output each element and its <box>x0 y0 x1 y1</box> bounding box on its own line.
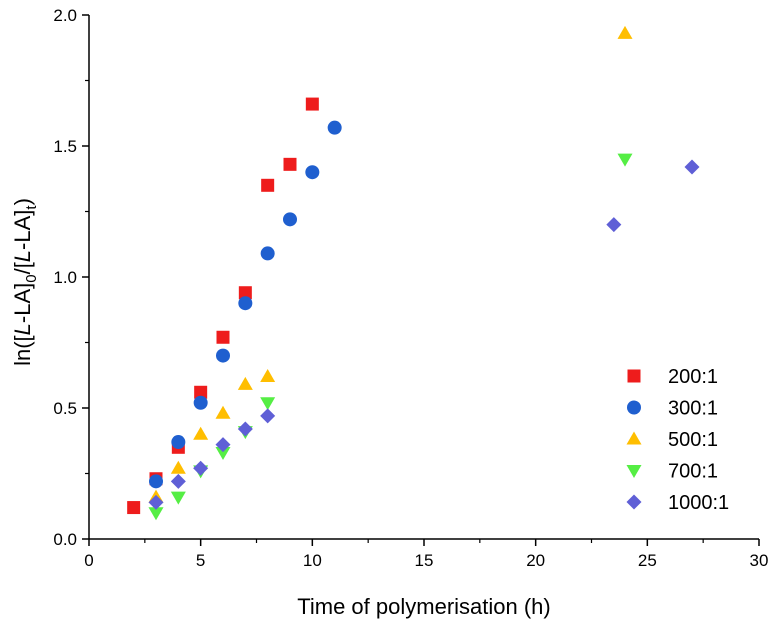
data-point <box>237 376 253 390</box>
series-1000-1 <box>148 159 700 510</box>
data-point <box>127 501 141 515</box>
legend-label: 300:1 <box>668 398 718 420</box>
x-tick-label: 30 <box>750 551 769 570</box>
data-point <box>216 348 230 363</box>
plot-frame <box>88 15 759 540</box>
data-point <box>283 212 297 227</box>
data-point <box>148 507 164 521</box>
legend-item: 200:1 <box>627 366 718 388</box>
data-point <box>260 397 276 411</box>
axis-ticks <box>82 14 760 546</box>
legend-marker <box>626 494 642 510</box>
data-point <box>327 120 342 135</box>
x-tick-label: 20 <box>526 551 545 570</box>
data-point <box>238 286 252 300</box>
legend-label: 1000:1 <box>668 492 729 514</box>
data-point <box>171 435 186 450</box>
data-point <box>606 217 622 233</box>
x-tick-label: 5 <box>196 551 205 570</box>
legend-item: 300:1 <box>627 398 718 420</box>
data-point <box>215 437 231 453</box>
legend-marker <box>626 465 642 478</box>
legend-label: 200:1 <box>668 366 718 388</box>
axis-tick-labels: 0 5 10 15 20 25 30 0.0 0.5 1.0 1.5 2.0 <box>53 6 768 570</box>
data-point <box>617 25 633 39</box>
data-point <box>684 159 700 175</box>
data-point <box>193 460 209 476</box>
data-point <box>260 246 275 261</box>
data-point <box>216 330 230 344</box>
data-point <box>305 165 320 180</box>
y-tick-label: 1.0 <box>53 268 77 287</box>
data-point <box>170 460 186 474</box>
data-point <box>193 395 208 410</box>
data-point <box>215 447 231 461</box>
x-tick-label: 0 <box>84 551 93 570</box>
data-point <box>260 408 276 424</box>
series-500-1 <box>148 25 633 503</box>
data-point <box>260 369 276 383</box>
legend-marker <box>626 431 642 445</box>
legend: 200:1 300:1 500:1 700:1 1000:1 <box>626 366 729 514</box>
data-point <box>283 157 297 171</box>
y-tick-label: 2.0 <box>53 6 77 25</box>
legend-marker <box>627 400 641 415</box>
data-point <box>237 421 253 437</box>
data-point <box>193 426 209 440</box>
legend-item: 1000:1 <box>626 492 729 514</box>
data-point <box>238 296 253 311</box>
y-tick-label: 0.0 <box>53 530 77 549</box>
data-point <box>194 385 208 399</box>
data-point <box>305 97 319 111</box>
legend-label: 500:1 <box>668 429 718 451</box>
x-tick-label: 25 <box>638 551 657 570</box>
data-point <box>149 474 163 489</box>
series-300-1 <box>149 120 342 489</box>
legend-label: 700:1 <box>668 461 718 483</box>
legend-item: 700:1 <box>626 461 718 483</box>
y-tick-label: 0.5 <box>53 399 77 418</box>
x-axis-title: Time of polymerisation (h) <box>297 594 550 619</box>
x-tick-label: 10 <box>303 551 322 570</box>
legend-marker <box>627 369 641 383</box>
data-point <box>148 494 164 510</box>
y-axis-title: ln([L-LA]0/[L-LA]t) <box>10 198 40 366</box>
x-tick-label: 15 <box>415 551 434 570</box>
data-points <box>127 25 700 521</box>
legend-item: 500:1 <box>626 429 718 451</box>
data-point <box>261 178 275 192</box>
data-point <box>170 491 186 505</box>
y-tick-label: 1.5 <box>53 137 77 156</box>
data-point <box>617 153 633 167</box>
data-point <box>170 473 186 489</box>
data-point <box>215 405 231 419</box>
